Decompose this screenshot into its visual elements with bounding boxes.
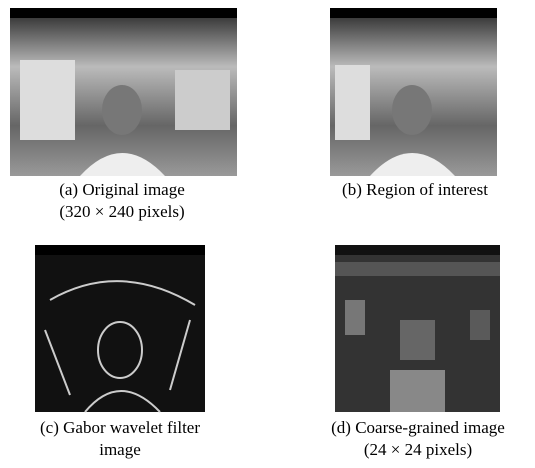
figure: (a) Original image (320 × 240 pixels) (b…	[0, 0, 535, 468]
caption: (c) Gabor wavelet filter	[40, 418, 200, 437]
caption: (d) Coarse-grained image	[331, 418, 505, 437]
caption: (320 × 240 pixels)	[59, 202, 184, 221]
caption: (a) Original image	[59, 180, 185, 199]
coarse-image	[335, 245, 500, 412]
gabor-image	[35, 245, 205, 412]
roi-image	[330, 8, 497, 176]
caption: (24 × 24 pixels)	[364, 440, 472, 459]
original-image	[10, 8, 237, 176]
caption: image	[99, 440, 141, 459]
caption: (b) Region of interest	[342, 180, 488, 199]
